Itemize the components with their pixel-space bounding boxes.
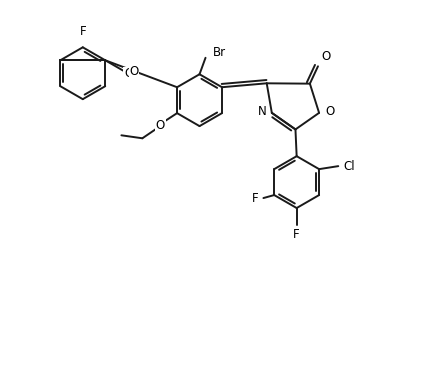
Text: O: O [130, 65, 139, 77]
Text: O: O [124, 67, 133, 80]
Text: O: O [156, 119, 165, 132]
Text: N: N [258, 105, 267, 118]
Text: Cl: Cl [343, 160, 355, 173]
Text: F: F [252, 191, 259, 205]
Text: F: F [79, 25, 86, 38]
Text: F: F [293, 229, 300, 241]
Text: O: O [321, 50, 330, 63]
Text: Br: Br [213, 46, 226, 59]
Text: O: O [325, 105, 334, 118]
